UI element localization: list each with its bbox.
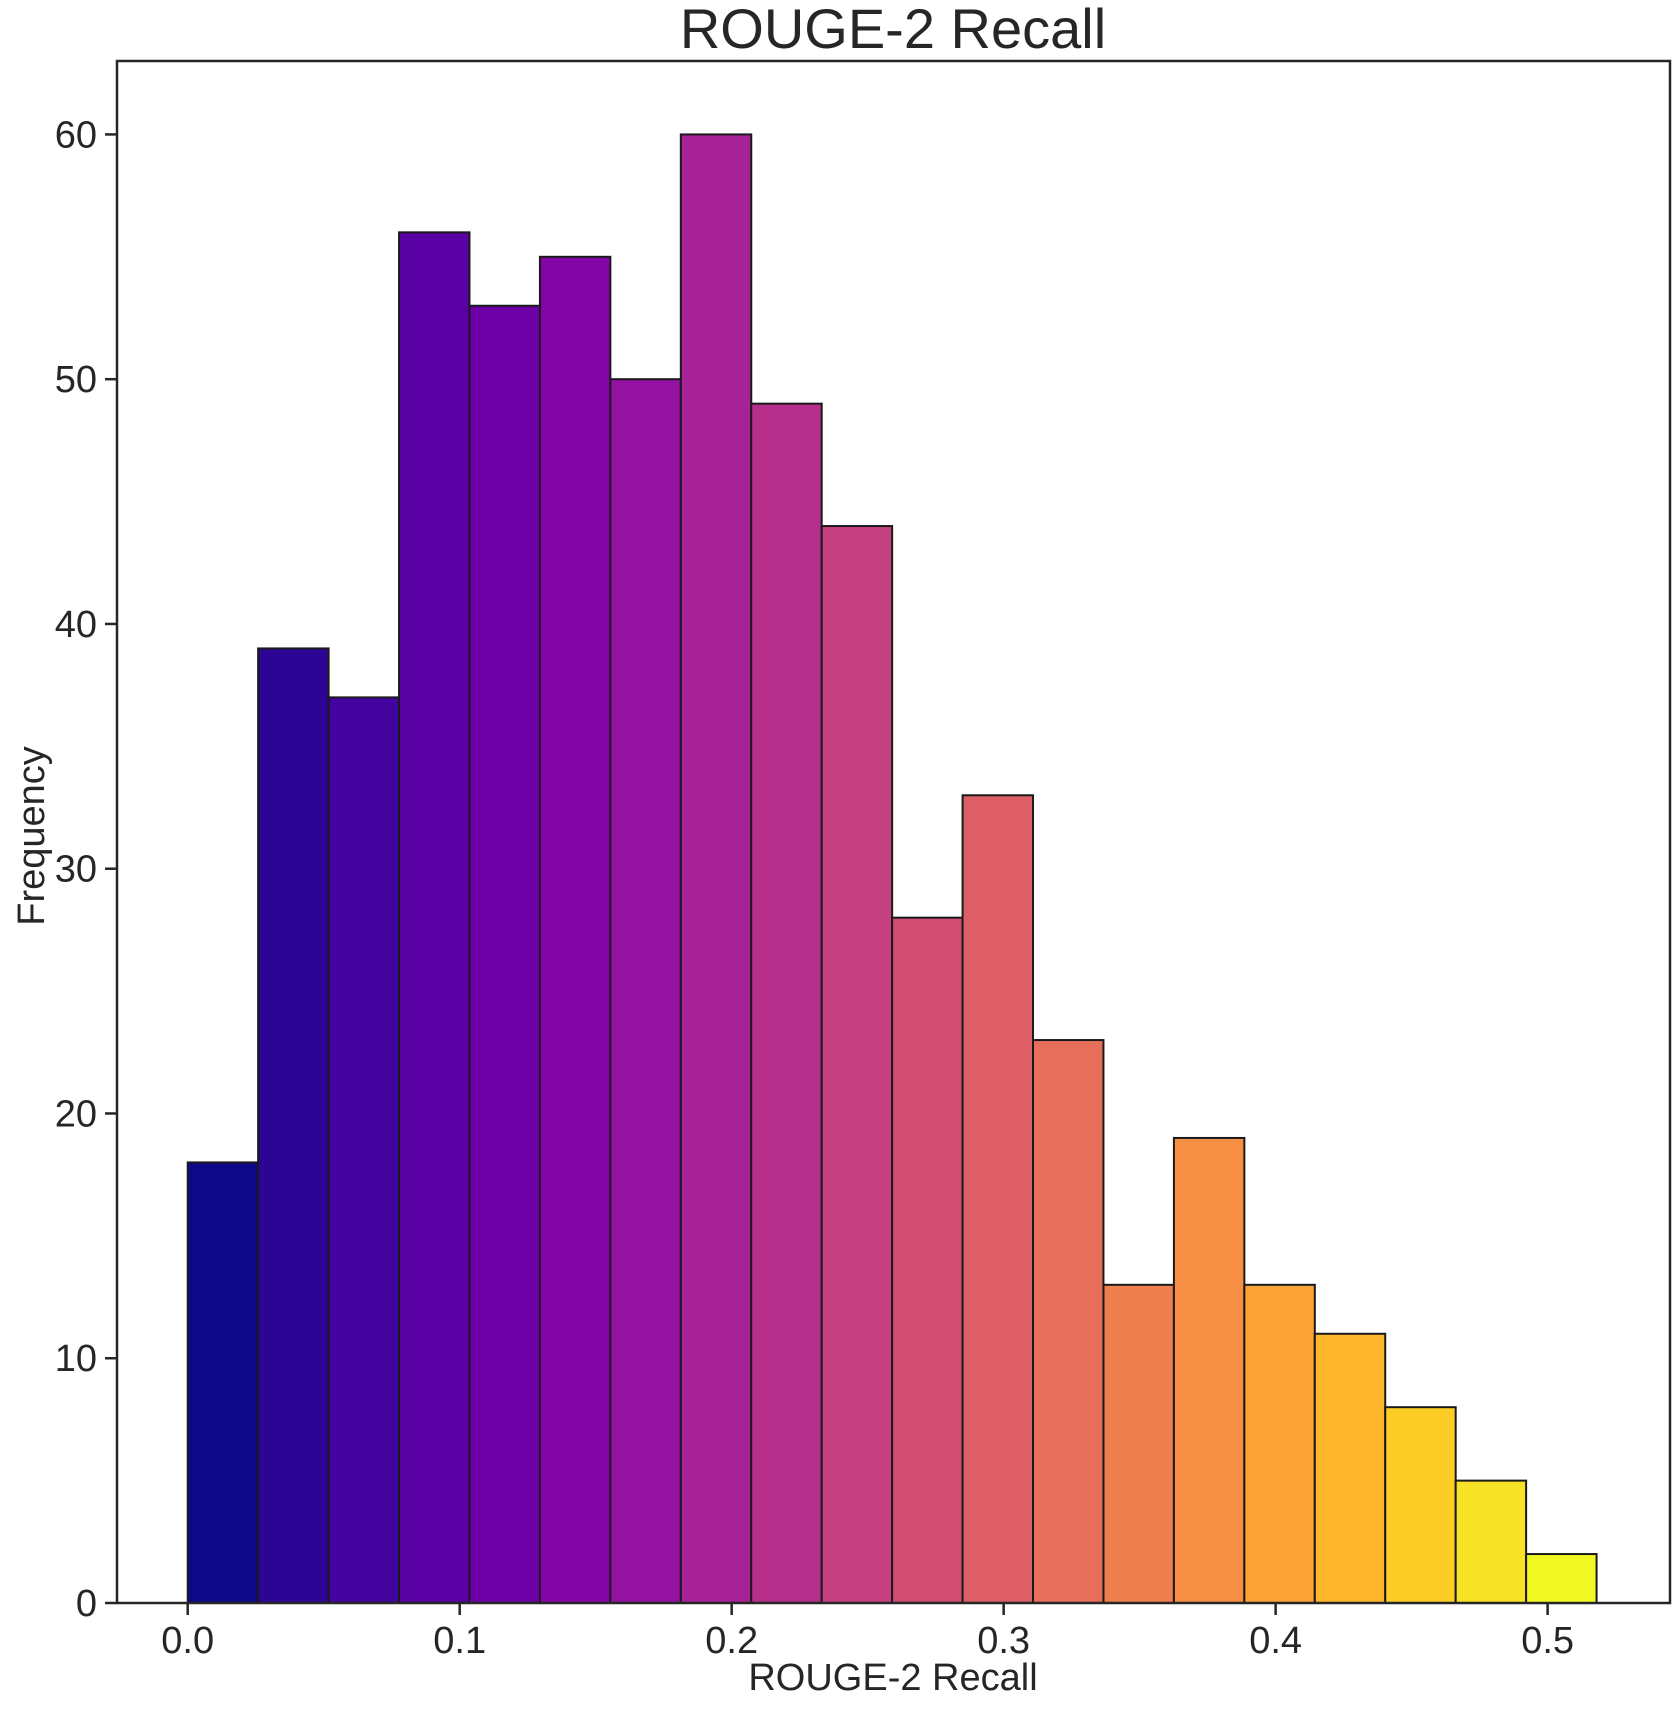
histogram-bar <box>327 696 401 1604</box>
x-tick-label: 0.5 <box>1521 1620 1574 1662</box>
histogram-bar <box>186 1161 260 1605</box>
histogram-bar <box>1032 1039 1105 1604</box>
chart-title: ROUGE-2 Recall <box>680 0 1106 60</box>
histogram-bar <box>398 231 471 1604</box>
histogram-bar <box>1243 1283 1316 1605</box>
histogram-bar <box>961 794 1035 1604</box>
x-tick-label: 0.3 <box>977 1620 1030 1662</box>
histogram-bar <box>820 525 894 1604</box>
histogram-bar <box>891 916 964 1604</box>
histogram-bar <box>1102 1283 1175 1605</box>
x-tick-label: 0.0 <box>161 1620 214 1662</box>
x-tick-label: 0.4 <box>1249 1620 1302 1662</box>
histogram-bar <box>1525 1553 1598 1604</box>
y-tick-label: 30 <box>55 849 97 891</box>
x-tick-label: 0.2 <box>705 1620 758 1662</box>
x-axis-ticks: 0.0 0.1 0.2 0.3 0.4 0.5 <box>161 1603 1574 1662</box>
y-tick-label: 60 <box>55 114 97 156</box>
y-axis-label: Frequency <box>11 746 53 926</box>
histogram-bar <box>1313 1332 1387 1605</box>
y-tick-label: 10 <box>55 1338 97 1380</box>
y-tick-label: 0 <box>76 1583 97 1625</box>
histogram-bar <box>1454 1479 1528 1604</box>
histogram-bar <box>257 647 330 1604</box>
histogram-bar <box>1384 1406 1457 1604</box>
histogram-bar <box>468 304 541 1604</box>
x-tick-label: 0.1 <box>433 1620 486 1662</box>
histogram-bar <box>609 378 682 1605</box>
y-axis-ticks: 0 10 20 30 40 50 60 <box>55 114 117 1625</box>
y-tick-label: 20 <box>55 1093 97 1135</box>
y-tick-label: 50 <box>55 359 97 401</box>
y-tick-label: 40 <box>55 604 97 646</box>
bars-layer <box>186 133 1598 1605</box>
x-axis-label: ROUGE-2 Recall <box>748 1657 1037 1699</box>
histogram-bar <box>679 133 753 1604</box>
histogram-bar <box>1172 1136 1246 1604</box>
histogram-bar <box>538 255 612 1604</box>
histogram-bar <box>750 402 823 1605</box>
plot-frame <box>115 59 1672 1605</box>
